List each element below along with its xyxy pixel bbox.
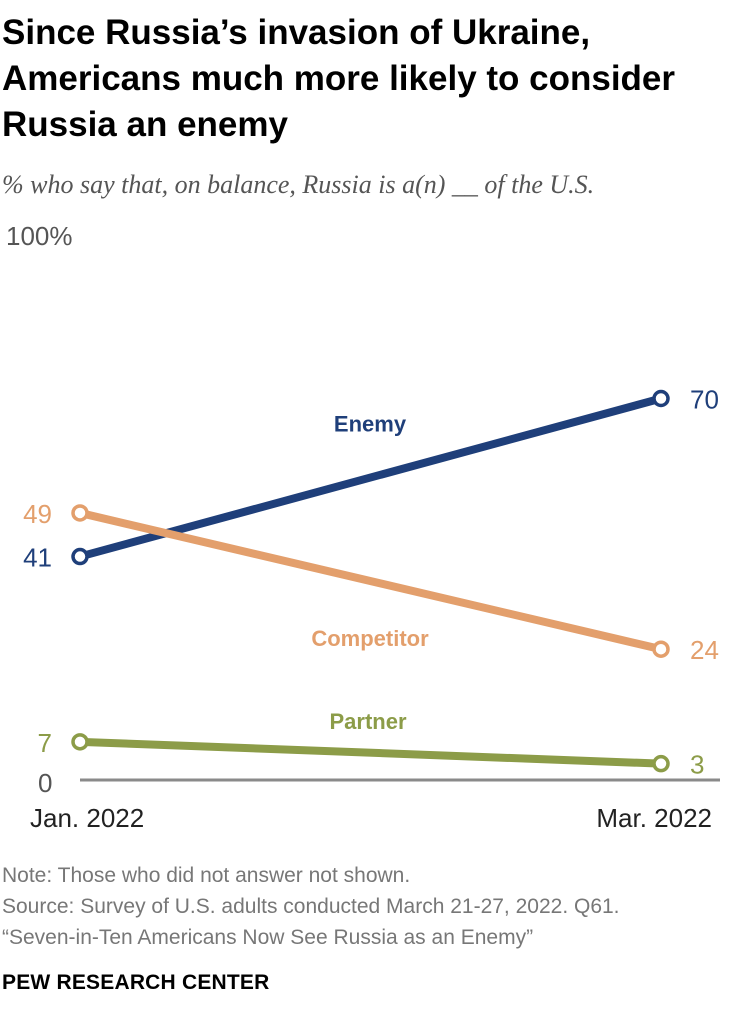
partner-value-label-end: 3 <box>690 750 704 780</box>
chart-title: Since Russia’s invasion of Ukraine, Amer… <box>2 13 676 144</box>
series-enemy: 41 70 Enemy <box>23 385 719 573</box>
note-text: Note: Those who did not answer not shown… <box>2 864 411 887</box>
partner-series-name-label: Partner <box>329 709 406 734</box>
enemy-value-label-start: 41 <box>23 543 52 573</box>
partner-value-label-start: 7 <box>38 728 52 758</box>
y-axis-zero-label: 0 <box>38 768 52 798</box>
enemy-point-start <box>71 547 89 566</box>
series-competitor: 49 24 Competitor <box>23 499 719 665</box>
competitor-value-label-end: 24 <box>690 635 719 665</box>
enemy-point-end <box>652 389 670 408</box>
report-title-text: “Seven-in-Ten Americans Now See Russia a… <box>2 926 534 949</box>
competitor-series-line <box>76 508 665 654</box>
competitor-value-label-start: 49 <box>23 499 52 529</box>
source-text: Source: Survey of U.S. adults conducted … <box>2 895 620 918</box>
enemy-series-name-label: Enemy <box>334 412 407 437</box>
line-chart: 100% 0 4170Enemy4924Competitor73Partner … <box>6 221 720 833</box>
series-partner: 7 3 Partner <box>38 709 705 780</box>
chart-subtitle: % who say that, on balance, Russia is a(… <box>2 170 595 199</box>
series-layer: 41 70 Enemy 49 24 Competitor 7 3 Partner <box>23 385 719 780</box>
partner-point-end <box>652 754 670 773</box>
x-tick-label-start: Jan. 2022 <box>30 803 144 833</box>
partner-series-line <box>76 737 665 768</box>
partner-point-start <box>71 733 89 751</box>
competitor-series-name-label: Competitor <box>311 626 429 651</box>
brand-logo-text: PEW RESEARCH CENTER <box>2 971 270 994</box>
x-tick-label-end: Mar. 2022 <box>596 803 712 833</box>
competitor-point-end <box>652 640 670 658</box>
enemy-value-label-end: 70 <box>690 385 719 415</box>
competitor-point-start <box>71 504 89 522</box>
notes-block: Note: Those who did not answer not shown… <box>2 860 620 953</box>
enemy-series-line <box>76 394 665 561</box>
y-axis-top-label: 100% <box>6 221 73 251</box>
